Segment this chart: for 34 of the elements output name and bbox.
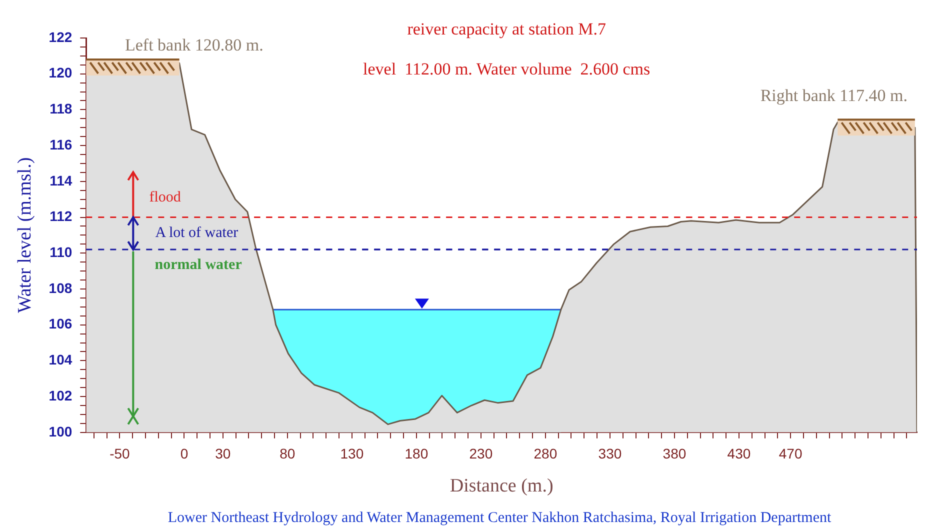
y-tick-label: 122 xyxy=(48,28,72,45)
annotation: Right bank 117.40 m. xyxy=(760,86,908,105)
x-tick-label: 330 xyxy=(598,446,622,462)
annotation: Left bank 120.80 m. xyxy=(124,35,264,54)
x-tick-label: 430 xyxy=(727,446,751,462)
x-tick-label: 0 xyxy=(180,446,188,462)
chart-title: reiver capacity at station M.7 xyxy=(407,19,606,38)
text: Lower Northeast Hydrology and Water Management Center Nakhon Ratchasima, Royal Irrigation Department xyxy=(168,510,832,526)
y-tick-label: 112 xyxy=(50,208,72,224)
y-tick-label: 108 xyxy=(48,280,72,296)
annotation: normal water xyxy=(154,257,242,274)
x-tick-label: 130 xyxy=(340,446,364,462)
y-tick-label: 120 xyxy=(48,64,72,81)
x-tick-label: 180 xyxy=(404,446,428,462)
y-tick-label: 102 xyxy=(48,387,72,404)
y-axis-title: Water level (m.msl.) xyxy=(14,157,36,314)
x-tick-label: 280 xyxy=(534,446,558,462)
text: level 112.00 m. Water volume 2.600 cms xyxy=(363,59,650,78)
x-tick-label: 470 xyxy=(778,446,802,462)
y-tick-label: 116 xyxy=(50,136,72,152)
x-tick-label: -50 xyxy=(110,446,130,462)
x-tick-label: 380 xyxy=(662,446,686,462)
y-tick-label: 106 xyxy=(48,316,72,332)
x-tick-label: 230 xyxy=(469,446,493,462)
y-tick-label: 114 xyxy=(50,172,72,188)
y-tick-label: 100 xyxy=(48,423,72,440)
x-tick-label: 80 xyxy=(280,446,296,462)
y-tick-label: 110 xyxy=(50,244,72,260)
x-tick-label: 30 xyxy=(215,446,231,462)
x-axis-title: Distance (m.) xyxy=(450,476,554,497)
y-tick-label: 104 xyxy=(48,352,72,368)
annotation: A lot of water xyxy=(155,225,238,242)
y-tick-label: 118 xyxy=(50,100,72,117)
annotation: flood xyxy=(149,190,182,206)
